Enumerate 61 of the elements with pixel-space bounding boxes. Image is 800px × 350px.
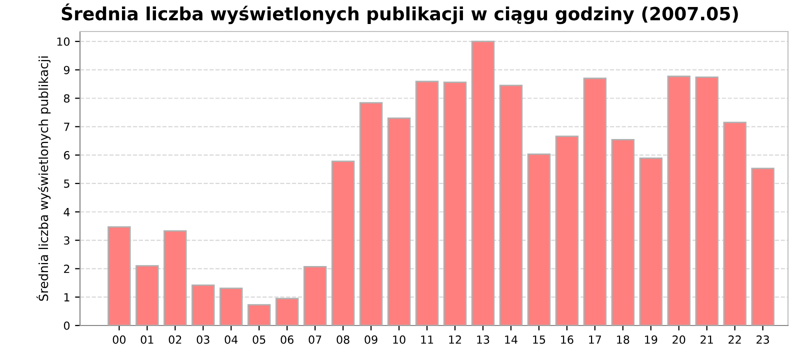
x-tick-label: 19 [645, 335, 658, 344]
bar [136, 265, 159, 326]
x-tick-label: 01 [140, 335, 154, 344]
y-tick-label: 2 [64, 264, 70, 273]
bar [415, 80, 439, 326]
x-tick-label: 05 [252, 335, 266, 344]
x-tick-label: 08 [336, 335, 350, 344]
x-tick-label: 04 [224, 335, 238, 344]
bar [220, 288, 243, 326]
chart-title: Średnia liczba wyświetlonych publikacji w ciągu godziny (2007.05) [62, 4, 738, 24]
x-tick-label: 11 [421, 336, 434, 344]
x-tick-label: 16 [561, 335, 574, 344]
x-tick-label: 20 [672, 335, 686, 344]
bar [471, 40, 495, 326]
x-tick-label: 15 [533, 336, 546, 344]
x-tick-label: 03 [196, 335, 210, 344]
y-tick-label: 5 [64, 180, 70, 188]
bar [499, 84, 523, 326]
bar [751, 168, 774, 326]
bar [108, 226, 131, 326]
x-tick-label: 14 [505, 336, 518, 344]
bar [164, 230, 187, 326]
bar [192, 284, 215, 326]
bar [527, 154, 551, 326]
y-tick-label: 10 [57, 37, 70, 46]
x-tick-label: 13 [477, 335, 490, 344]
x-tick-label: 22 [728, 335, 741, 344]
bar [387, 117, 411, 326]
x-tick-label: 17 [589, 336, 602, 344]
bar [667, 76, 690, 326]
x-tick-label: 12 [449, 335, 461, 344]
bar [443, 82, 467, 326]
x-tick-label: 09 [364, 335, 378, 344]
y-tick-label: 3 [64, 236, 70, 245]
y-axis-title: Średnia liczba wyświetlonych publikacji [36, 56, 51, 301]
bar [555, 136, 579, 326]
y-tick-label: 9 [64, 66, 70, 74]
y-tick-label: 8 [64, 94, 70, 103]
bar [275, 298, 299, 326]
x-tick-label: 23 [756, 335, 769, 344]
y-tick-label: 6 [64, 151, 70, 160]
x-tick-label: 10 [393, 335, 406, 344]
bar [723, 122, 746, 326]
x-tick-label: 02 [168, 335, 182, 344]
x-tick-label: 07 [308, 335, 322, 344]
x-tick-label: 18 [617, 335, 630, 344]
y-tick-label: 4 [64, 208, 70, 216]
bar [247, 304, 271, 326]
bar [303, 266, 327, 326]
bar [695, 76, 718, 326]
y-tick-label: 1 [64, 293, 70, 302]
bar [611, 139, 634, 326]
x-tick-label: 00 [112, 335, 126, 344]
bar [583, 78, 607, 326]
bar [359, 102, 383, 326]
bar [331, 160, 355, 326]
y-tick-label: 7 [64, 122, 70, 131]
y-tick-label: 0 [64, 321, 70, 330]
bar [639, 157, 662, 326]
x-tick-label: 06 [280, 335, 294, 344]
x-tick-label: 21 [700, 335, 713, 344]
